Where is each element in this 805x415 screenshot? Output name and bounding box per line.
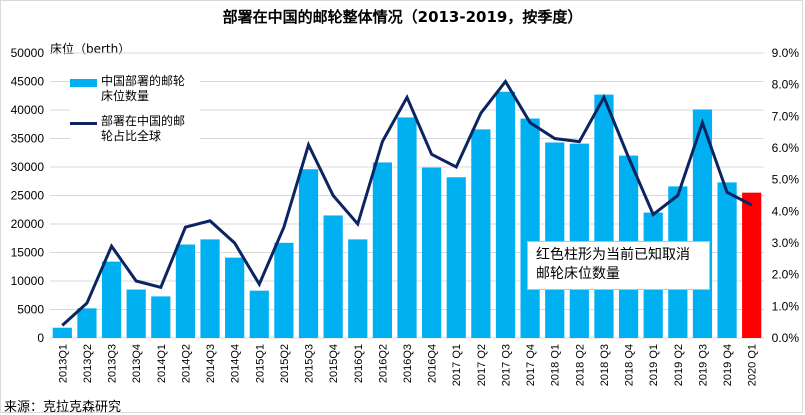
y-tick-label: 25000	[11, 189, 45, 203]
bar	[422, 167, 442, 338]
x-tick-label: 2019 Q1	[648, 344, 660, 386]
bar	[471, 129, 491, 338]
bar	[495, 91, 516, 338]
y2-tick-label: 4.0%	[772, 204, 800, 218]
x-tick-label: 2019 Q3	[697, 344, 709, 386]
y2-tick-label: 7.0%	[772, 109, 800, 123]
y-tick-label: 10000	[11, 274, 45, 288]
line-series	[61, 78, 753, 327]
y2-tick-label: 9.0%	[772, 46, 800, 60]
bar	[151, 296, 171, 338]
y-axis-ticks: 0 5000 10000 15000 20000 25000 30000 35000 40000…	[11, 46, 45, 345]
x-tick-label: 2014Q1	[156, 344, 168, 383]
legend-label: 部署在中国的邮轮占比全球	[101, 114, 186, 143]
bar	[323, 215, 343, 338]
x-tick-label: 2015Q2	[279, 344, 291, 383]
annotation-box: 红色柱形为当前已知取消邮轮床位数量	[527, 241, 710, 290]
bar	[742, 192, 762, 338]
x-tick-label: 2014Q3	[205, 344, 217, 383]
legend-item-line: 部署在中国的邮轮占比全球	[70, 114, 200, 144]
y2-tick-label: 5.0%	[772, 173, 800, 187]
y2-tick-label: 8.0%	[772, 78, 800, 92]
x-tick-label: 2019 Q4	[722, 344, 734, 386]
y2-axis-ticks: 0.0% 1.0% 2.0% 3.0% 4.0% 5.0% 6.0% 7.0% 8.0% 9.0%	[772, 46, 800, 345]
bar	[594, 94, 614, 338]
x-tick-label: 2016Q2	[377, 344, 389, 383]
bar	[520, 118, 540, 338]
x-tick-label: 2013Q4	[131, 344, 143, 383]
bar	[101, 261, 122, 338]
bar	[126, 289, 146, 338]
bar	[200, 239, 220, 338]
source-note: 来源：克拉克森研究	[4, 400, 122, 415]
y2-tick-label: 0.0%	[772, 331, 800, 345]
bar	[372, 162, 392, 338]
x-tick-label: 2013Q1	[57, 344, 69, 383]
x-tick-label: 2013Q2	[82, 344, 94, 383]
y-tick-label: 15000	[11, 246, 45, 260]
bar	[717, 182, 737, 338]
y2-tick-label: 1.0%	[772, 299, 800, 313]
x-tick-label: 2015Q1	[254, 344, 266, 383]
x-tick-label: 2016Q4	[427, 344, 439, 383]
x-tick-label: 2015Q3	[304, 344, 316, 383]
x-tick-label: 2017 Q1	[451, 344, 463, 386]
bar	[175, 244, 196, 338]
x-tick-label: 2020 Q1	[747, 344, 759, 386]
y-tick-label: 40000	[11, 103, 45, 117]
x-tick-label: 2019 Q2	[673, 344, 685, 386]
x-tick-label: 2014Q4	[230, 344, 242, 383]
y2-tick-label: 3.0%	[772, 236, 800, 250]
x-tick-label: 2018 Q4	[624, 344, 636, 386]
y-tick-label: 35000	[11, 132, 45, 146]
y2-tick-label: 2.0%	[772, 268, 800, 282]
x-axis-ticks: 2013Q1 2013Q2 2013Q3 2013Q4 2014Q1 2014Q2 2014…	[57, 344, 758, 386]
x-tick-label: 2017 Q2	[476, 344, 488, 386]
x-tick-label: 2016Q3	[402, 344, 414, 383]
y2-tick-label: 6.0%	[772, 141, 800, 155]
bar	[298, 169, 319, 338]
x-tick-label: 2013Q3	[107, 344, 119, 383]
bar	[274, 242, 294, 338]
x-tick-label: 2016Q1	[353, 344, 365, 383]
x-tick-label: 2015Q4	[328, 344, 340, 383]
x-tick-label: 2017 Q3	[500, 344, 512, 386]
y-tick-label: 20000	[11, 217, 45, 231]
legend-swatch-line	[70, 122, 97, 125]
x-tick-label: 2018 Q1	[550, 344, 562, 386]
legend-item-bars: 中国部署的邮轮床位数量	[70, 74, 200, 104]
x-tick-label: 2018 Q3	[599, 344, 611, 386]
chart-title: 部署在中国的邮轮整体情况（2013-2019，按季度）	[222, 8, 583, 26]
bar	[225, 257, 245, 338]
legend: 中国部署的邮轮床位数量 部署在中国的邮轮占比全球	[70, 74, 200, 154]
y-tick-label: 50000	[11, 46, 45, 60]
bar	[397, 117, 417, 338]
y-tick-label: 5000	[17, 303, 44, 317]
bar	[77, 308, 97, 338]
legend-swatch-bar	[70, 79, 97, 87]
bar	[52, 327, 72, 338]
x-tick-label: 2018 Q2	[574, 344, 586, 386]
y-tick-label: 0	[37, 331, 44, 345]
bar	[446, 177, 466, 338]
x-tick-label: 2014Q2	[180, 344, 192, 383]
bar	[249, 290, 269, 338]
bar	[348, 239, 368, 338]
x-tick-label: 2017 Q4	[525, 344, 537, 386]
y-tick-label: 45000	[11, 75, 45, 89]
y-tick-label: 30000	[11, 160, 45, 174]
legend-label: 中国部署的邮轮床位数量	[101, 74, 186, 103]
